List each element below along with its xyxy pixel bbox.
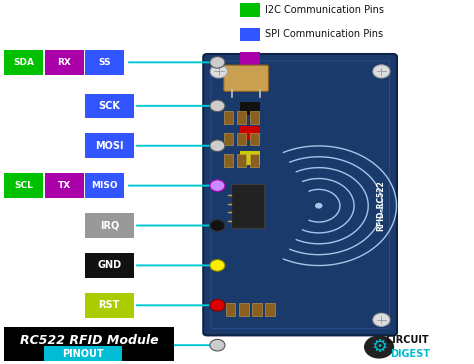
Text: SS: SS [99,58,111,67]
FancyBboxPatch shape [240,3,260,17]
FancyBboxPatch shape [250,133,259,145]
FancyBboxPatch shape [250,154,259,167]
Text: ⚙: ⚙ [371,338,387,356]
FancyBboxPatch shape [45,346,122,361]
Text: MOSI: MOSI [95,141,124,151]
Text: IRQ: IRQ [100,221,119,230]
FancyBboxPatch shape [237,133,246,145]
Circle shape [210,220,225,231]
FancyBboxPatch shape [237,154,246,167]
FancyBboxPatch shape [4,173,43,198]
Circle shape [210,339,225,351]
FancyBboxPatch shape [84,253,134,278]
Text: MISO: MISO [91,181,118,190]
Text: PINOUT: PINOUT [63,349,104,359]
FancyBboxPatch shape [239,303,248,316]
FancyBboxPatch shape [224,154,233,167]
Text: Interrupt Pin: Interrupt Pin [265,79,327,89]
FancyBboxPatch shape [240,102,260,115]
Circle shape [210,100,225,112]
FancyBboxPatch shape [224,133,233,145]
Text: VCC: VCC [98,340,120,350]
FancyBboxPatch shape [224,65,268,91]
Circle shape [210,140,225,151]
FancyBboxPatch shape [45,173,83,198]
Text: DIGEST: DIGEST [390,348,430,359]
Text: VCC: VCC [265,128,285,138]
FancyBboxPatch shape [203,54,397,335]
FancyBboxPatch shape [250,111,259,124]
Text: TX: TX [58,181,71,190]
FancyBboxPatch shape [4,50,43,75]
Text: CIRCUIT: CIRCUIT [385,336,429,345]
Text: SCL: SCL [14,181,33,190]
FancyBboxPatch shape [85,173,124,198]
Text: SCK: SCK [98,101,120,111]
Text: Reset pin: Reset pin [265,153,311,163]
FancyBboxPatch shape [226,303,235,316]
FancyBboxPatch shape [240,77,260,91]
FancyBboxPatch shape [265,303,275,316]
Text: GND: GND [265,103,288,114]
FancyBboxPatch shape [252,303,262,316]
Circle shape [315,203,322,209]
Circle shape [210,260,225,271]
FancyBboxPatch shape [45,50,83,75]
FancyBboxPatch shape [240,126,260,140]
Text: RST: RST [99,300,120,310]
Circle shape [210,56,225,68]
FancyBboxPatch shape [240,28,260,41]
FancyBboxPatch shape [84,333,134,357]
Text: UART Communication Pins: UART Communication Pins [265,54,394,64]
Text: SPI Communication Pins: SPI Communication Pins [265,29,383,39]
Text: RFID-RC522: RFID-RC522 [376,180,385,231]
FancyBboxPatch shape [240,151,260,165]
Circle shape [210,300,225,311]
Circle shape [210,180,225,191]
Text: GND: GND [97,260,121,270]
Circle shape [210,65,228,78]
FancyBboxPatch shape [237,111,246,124]
FancyBboxPatch shape [85,50,124,75]
Text: I2C Communication Pins: I2C Communication Pins [265,5,384,15]
Circle shape [364,335,394,359]
FancyBboxPatch shape [84,213,134,238]
Text: RC522 RFID Module: RC522 RFID Module [20,334,158,347]
FancyBboxPatch shape [4,327,174,361]
Circle shape [373,313,390,326]
FancyBboxPatch shape [84,94,134,118]
Text: SDA: SDA [13,58,34,67]
FancyBboxPatch shape [84,293,134,318]
FancyBboxPatch shape [224,111,233,124]
FancyBboxPatch shape [231,184,264,228]
FancyBboxPatch shape [240,52,260,66]
Circle shape [373,65,390,78]
FancyBboxPatch shape [84,134,134,158]
Text: RX: RX [57,58,71,67]
